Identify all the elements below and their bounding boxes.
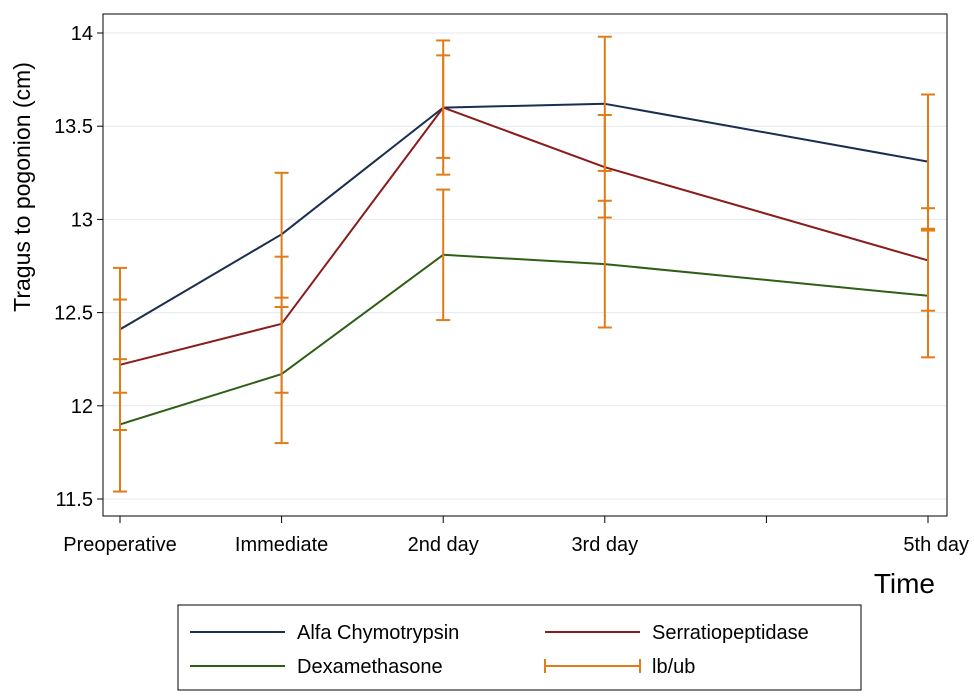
x-tick-label: Immediate — [235, 534, 328, 556]
y-tick-label: 12 — [71, 396, 93, 418]
x-tick-label: 5th day — [903, 534, 969, 556]
x-tick-label: Preoperative — [63, 534, 176, 556]
y-tick-label: 11.5 — [56, 489, 93, 511]
x-axis-title: Time — [874, 568, 935, 599]
x-tick-label: 2nd day — [408, 534, 479, 556]
legend-label: lb/ub — [652, 656, 695, 678]
x-tick-label: 3rd day — [571, 534, 638, 556]
legend: Alfa Chymotrypsin Serratiopeptidase Dexame… — [177, 604, 862, 691]
series-layer — [119, 102, 929, 426]
plot-frame — [102, 13, 948, 517]
legend-box — [177, 604, 862, 691]
series-line — [119, 106, 929, 366]
legend-label: Serratiopeptidase — [652, 622, 809, 644]
y-axis-title: Tragus to pogonion (cm) — [9, 62, 35, 312]
errorbar-layer — [113, 35, 935, 493]
y-tick-label: 13.5 — [54, 116, 93, 138]
y-axis: 11.5 12 12.5 13 13.5 14 — [54, 23, 103, 511]
grid-lines — [103, 32, 947, 500]
series-line — [119, 253, 929, 426]
legend-label: Dexamethasone — [297, 656, 443, 678]
y-tick-label: 13 — [71, 209, 93, 231]
y-tick-label: 14 — [71, 23, 93, 45]
y-tick-label: 12.5 — [54, 303, 93, 325]
legend-label: Alfa Chymotrypsin — [297, 622, 459, 644]
x-axis: Preoperative Immediate 2nd day 3rd day 5th d… — [63, 516, 969, 556]
